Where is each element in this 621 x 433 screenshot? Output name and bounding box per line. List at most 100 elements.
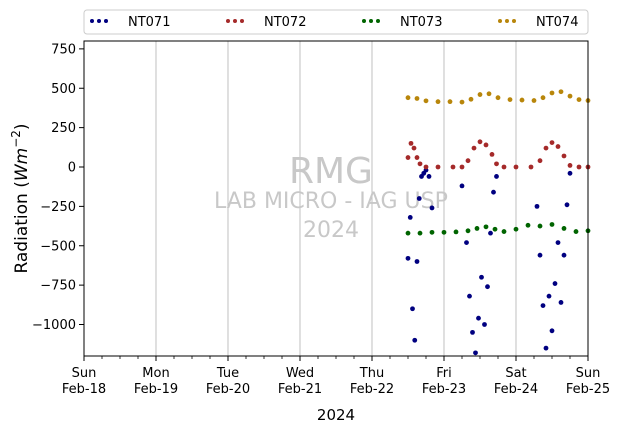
watermark-line: LAB MICRO - IAG USP bbox=[214, 189, 448, 214]
legend-marker bbox=[97, 19, 101, 23]
data-point-nt072 bbox=[494, 161, 499, 167]
y-tick-label: −750 bbox=[40, 279, 76, 294]
data-point-nt072 bbox=[477, 139, 483, 145]
y-tick-label: −500 bbox=[40, 239, 76, 254]
data-point-nt073 bbox=[453, 229, 459, 235]
data-point-nt071 bbox=[494, 174, 499, 179]
legend-marker bbox=[226, 19, 230, 23]
data-point-nt073 bbox=[525, 222, 531, 228]
data-point-nt072 bbox=[567, 163, 573, 168]
data-point-nt071 bbox=[407, 215, 413, 220]
data-point-nt074 bbox=[414, 96, 420, 101]
data-point-nt071 bbox=[552, 281, 558, 286]
data-point-nt071 bbox=[567, 170, 573, 176]
data-point-nt071 bbox=[558, 300, 564, 305]
data-point-nt072 bbox=[459, 164, 465, 170]
x-tick-label-date: Feb-23 bbox=[422, 382, 466, 397]
x-tick-label-date: Feb-20 bbox=[206, 382, 250, 397]
data-point-nt072 bbox=[501, 164, 507, 170]
data-point-nt074 bbox=[423, 98, 429, 104]
legend-label: NT071 bbox=[128, 15, 170, 30]
legend-marker bbox=[104, 19, 108, 23]
data-point-nt072 bbox=[561, 153, 567, 159]
data-point-nt071 bbox=[561, 252, 567, 258]
data-point-nt071 bbox=[426, 174, 432, 179]
data-point-nt073 bbox=[501, 229, 507, 234]
x-tick-label-day: Sun bbox=[72, 366, 97, 381]
data-point-nt072 bbox=[543, 145, 549, 151]
data-point-nt072 bbox=[405, 155, 411, 160]
y-tick-label: 250 bbox=[51, 121, 76, 136]
data-point-nt074 bbox=[459, 99, 465, 105]
data-point-nt073 bbox=[441, 229, 447, 235]
legend-marker bbox=[362, 19, 366, 23]
data-point-nt074 bbox=[567, 93, 573, 99]
data-point-nt072 bbox=[417, 161, 423, 167]
x-tick-label-date: Feb-18 bbox=[62, 382, 106, 397]
data-point-nt074 bbox=[405, 95, 411, 101]
data-point-nt072 bbox=[528, 164, 534, 170]
data-point-nt071 bbox=[412, 337, 418, 343]
legend: NT071 NT072 NT073 NT074 bbox=[83, 9, 589, 35]
data-point-nt074 bbox=[468, 96, 474, 102]
data-point-nt072 bbox=[489, 152, 495, 157]
y-tick-label: −250 bbox=[40, 200, 76, 215]
data-point-nt071 bbox=[555, 240, 561, 246]
legend-marker bbox=[376, 19, 380, 23]
data-point-nt072 bbox=[450, 164, 456, 170]
y-axis-label-unit: Wm bbox=[12, 148, 32, 181]
legend-marker bbox=[233, 19, 237, 23]
data-point-nt071 bbox=[564, 202, 570, 208]
data-point-nt074 bbox=[540, 95, 546, 101]
watermark-line: RMG bbox=[289, 151, 373, 192]
x-tick-label-day: Fri bbox=[436, 366, 452, 381]
legend-marker bbox=[369, 19, 373, 23]
legend-marker bbox=[505, 19, 509, 23]
data-point-nt072 bbox=[435, 164, 441, 170]
data-point-nt071 bbox=[479, 274, 484, 280]
data-point-nt073 bbox=[465, 228, 471, 234]
data-point-nt072 bbox=[513, 164, 519, 170]
data-point-nt071 bbox=[543, 345, 549, 351]
data-point-nt071 bbox=[534, 203, 540, 209]
x-tick-label-day: Sun bbox=[576, 366, 601, 381]
data-point-nt073 bbox=[417, 230, 423, 236]
data-point-nt073 bbox=[573, 229, 579, 234]
data-point-nt072 bbox=[414, 155, 420, 160]
data-point-nt072 bbox=[555, 144, 561, 149]
data-point-nt071 bbox=[405, 255, 411, 261]
data-point-nt071 bbox=[476, 315, 481, 321]
data-point-nt071 bbox=[470, 329, 475, 335]
data-point-nt071 bbox=[546, 293, 552, 299]
data-point-nt071 bbox=[540, 303, 546, 308]
x-tick-label-day: Wed bbox=[286, 366, 314, 381]
data-point-nt072 bbox=[471, 145, 477, 151]
y-tick-label: 500 bbox=[51, 82, 76, 97]
x-tick-label-date: Feb-19 bbox=[134, 382, 178, 397]
data-point-nt074 bbox=[447, 99, 453, 105]
data-point-nt074 bbox=[519, 97, 525, 103]
data-point-nt072 bbox=[411, 145, 417, 151]
data-point-nt074 bbox=[486, 91, 492, 97]
data-point-nt071 bbox=[416, 196, 422, 201]
data-point-nt071 bbox=[414, 259, 420, 264]
data-point-nt073 bbox=[492, 226, 498, 232]
grid-lines bbox=[155, 41, 517, 356]
data-point-nt071 bbox=[467, 293, 472, 299]
x-tick-label-date: Feb-24 bbox=[494, 382, 538, 397]
legend-marker bbox=[498, 19, 502, 23]
data-point-nt071 bbox=[485, 284, 490, 290]
data-point-nt074 bbox=[507, 97, 513, 102]
data-point-nt073 bbox=[483, 224, 489, 230]
data-point-nt073 bbox=[429, 229, 435, 235]
legend-marker bbox=[512, 19, 516, 23]
y-axis-label: Radiation (Wm−2) bbox=[9, 123, 32, 273]
watermark-line: 2024 bbox=[303, 218, 359, 243]
y-axis: −1000 −750 −500 −250 0 250 500 750 bbox=[32, 42, 84, 333]
y-axis-label-exponent: −2 bbox=[9, 130, 23, 148]
x-tick-label-day: Thu bbox=[359, 366, 384, 381]
data-point-nt071 bbox=[410, 306, 415, 312]
data-points bbox=[405, 89, 591, 356]
